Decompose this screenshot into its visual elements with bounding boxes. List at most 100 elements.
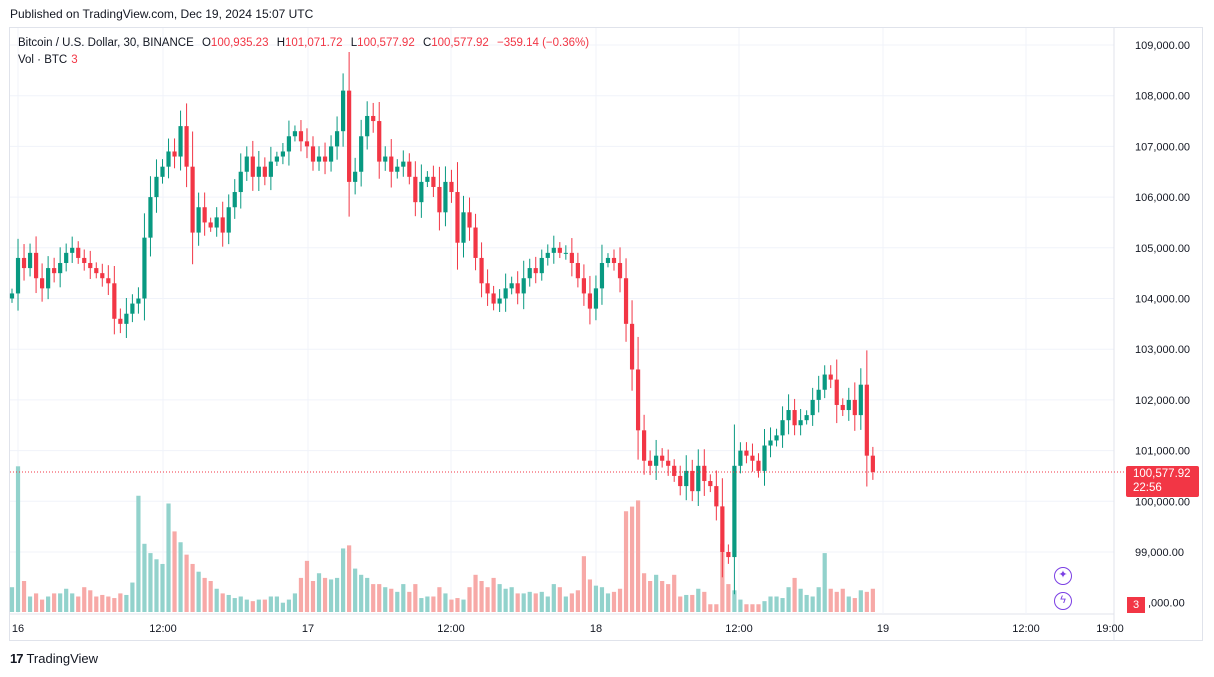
candle-body bbox=[732, 465, 737, 558]
candle bbox=[762, 429, 767, 486]
volume-bar bbox=[389, 588, 394, 612]
volume-bar bbox=[539, 591, 544, 612]
volume-bar bbox=[599, 587, 605, 612]
candle-body bbox=[780, 420, 785, 436]
change-value: −359.14 (−0.36%) bbox=[497, 37, 590, 49]
candle bbox=[250, 140, 255, 191]
candle bbox=[46, 256, 51, 300]
candle bbox=[599, 244, 605, 305]
volume-bar bbox=[569, 593, 574, 612]
volume-bar bbox=[485, 587, 490, 612]
lightning-icon[interactable]: ϟ bbox=[1054, 592, 1072, 610]
candle-body bbox=[226, 207, 231, 233]
volume-bar bbox=[202, 577, 207, 612]
candle bbox=[226, 194, 231, 245]
candle-body bbox=[846, 399, 851, 411]
candle bbox=[792, 398, 797, 436]
volume-bar bbox=[226, 594, 231, 612]
candle bbox=[64, 243, 69, 272]
candle-body bbox=[52, 268, 57, 274]
volume-bar bbox=[46, 596, 51, 612]
candle-body bbox=[503, 288, 508, 299]
volume-bar bbox=[858, 590, 863, 612]
candle bbox=[310, 136, 316, 171]
volume-bar bbox=[575, 590, 580, 612]
x-tick-label: 19:00 bbox=[1096, 623, 1124, 635]
volume-bar bbox=[840, 588, 845, 612]
close-value: 100,577.92 bbox=[431, 37, 489, 49]
candle bbox=[738, 442, 743, 474]
candle-body bbox=[160, 166, 165, 177]
candle bbox=[322, 142, 328, 175]
volume-badge: 3 bbox=[1127, 597, 1145, 613]
candle bbox=[563, 245, 568, 260]
volume-bar bbox=[720, 543, 725, 612]
candle bbox=[244, 146, 249, 181]
volume-bar bbox=[184, 554, 189, 612]
volume-bar bbox=[660, 581, 665, 612]
volume-bar bbox=[593, 585, 599, 612]
volume-bar bbox=[88, 590, 93, 612]
ohlc-row: Bitcoin / U.S. Dollar, 30, BINANCE O100,… bbox=[18, 35, 589, 52]
candle-body bbox=[545, 252, 550, 258]
volume-bar bbox=[33, 593, 39, 612]
y-tick-label: 101,000.00 bbox=[1135, 446, 1190, 458]
candle-body bbox=[563, 252, 568, 254]
symbol-title[interactable]: Bitcoin / U.S. Dollar, 30, BINANCE bbox=[18, 37, 194, 49]
volume-bar bbox=[702, 591, 707, 612]
volume-bar bbox=[696, 588, 701, 612]
candle-body bbox=[136, 298, 141, 304]
volume-bar bbox=[804, 594, 809, 612]
candle bbox=[533, 256, 538, 284]
candle bbox=[27, 243, 33, 277]
candle-body bbox=[310, 146, 316, 162]
candle bbox=[21, 244, 27, 281]
candle-body bbox=[419, 181, 424, 203]
candle bbox=[371, 102, 376, 133]
candle bbox=[40, 263, 45, 302]
candle-body bbox=[383, 156, 388, 162]
y-tick-label: 103,000.00 bbox=[1135, 344, 1190, 356]
volume-bar bbox=[52, 593, 57, 612]
candle bbox=[413, 161, 418, 217]
candle bbox=[184, 103, 189, 188]
x-tick-label: 12:00 bbox=[725, 623, 753, 635]
volume-bar bbox=[383, 587, 388, 612]
volume-bar bbox=[551, 584, 556, 612]
candle-body bbox=[15, 257, 21, 294]
candle bbox=[708, 474, 713, 493]
volume-bar bbox=[605, 593, 611, 612]
volume-bar bbox=[58, 593, 63, 612]
volume-bar bbox=[449, 599, 454, 612]
candle bbox=[262, 157, 267, 186]
volume-bar bbox=[678, 596, 683, 612]
candle bbox=[82, 249, 87, 271]
candle bbox=[449, 169, 454, 203]
candle-body bbox=[124, 313, 129, 324]
candle bbox=[684, 455, 689, 501]
volume-bar bbox=[322, 577, 328, 612]
candle-body bbox=[130, 303, 135, 314]
candle bbox=[774, 428, 779, 447]
candle-body bbox=[401, 161, 406, 167]
volume-bar bbox=[377, 584, 382, 612]
y-tick-label: 105,000.00 bbox=[1135, 243, 1190, 255]
candle bbox=[461, 195, 466, 258]
sparkle-icon[interactable]: ✦ bbox=[1054, 567, 1072, 585]
y-tick-label: 109,000.00 bbox=[1135, 40, 1190, 52]
volume-bar bbox=[533, 593, 538, 612]
volume-bar bbox=[419, 598, 424, 612]
volume-label[interactable]: Vol · BTC bbox=[18, 54, 68, 66]
time-axis: 16 12:00 17 12:00 18 12:00 19 12:00 19:00 bbox=[12, 623, 1124, 635]
volume-bar bbox=[648, 581, 653, 612]
candle bbox=[94, 262, 99, 279]
candle bbox=[298, 120, 304, 152]
volume-bar bbox=[196, 571, 201, 612]
footer-brand[interactable]: 17 TradingView bbox=[10, 651, 98, 666]
bar-countdown: 22:56 bbox=[1133, 482, 1162, 494]
volume-bar bbox=[262, 599, 267, 612]
candle bbox=[714, 470, 719, 521]
chart-frame[interactable] bbox=[9, 27, 1203, 641]
candle-body bbox=[816, 389, 821, 400]
